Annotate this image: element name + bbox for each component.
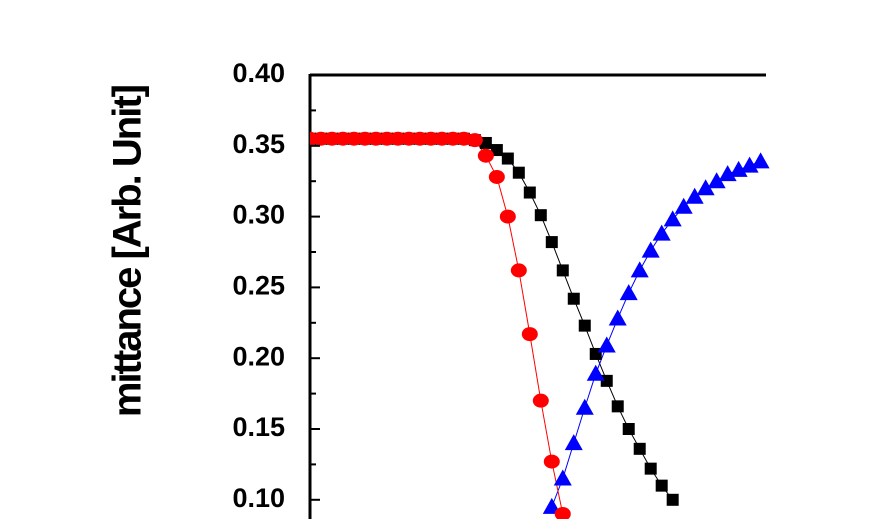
marker — [564, 434, 583, 451]
marker — [740, 156, 759, 173]
marker — [378, 131, 395, 146]
marker — [707, 172, 726, 189]
marker — [400, 131, 417, 146]
marker — [751, 152, 770, 169]
marker — [389, 131, 406, 146]
marker — [575, 398, 594, 415]
marker — [433, 131, 450, 146]
marker — [718, 165, 737, 182]
marker — [600, 374, 613, 387]
marker — [356, 131, 373, 146]
marker — [466, 133, 483, 148]
marker — [523, 186, 536, 199]
marker — [729, 160, 748, 177]
marker — [622, 423, 635, 435]
marker — [608, 309, 627, 326]
series-line — [551, 160, 761, 508]
marker — [655, 479, 668, 492]
marker — [666, 493, 679, 506]
marker — [674, 197, 693, 214]
marker — [652, 224, 671, 241]
marker — [411, 131, 428, 146]
marker — [586, 364, 605, 381]
marker — [499, 209, 516, 224]
marker — [323, 131, 340, 146]
marker — [501, 152, 514, 165]
marker — [490, 144, 503, 157]
marker — [630, 261, 649, 278]
marker — [556, 264, 569, 277]
marker — [644, 462, 657, 475]
marker — [641, 241, 660, 258]
marker — [534, 209, 547, 222]
marker — [422, 131, 439, 146]
marker — [488, 169, 505, 184]
marker — [619, 284, 638, 301]
marker — [685, 187, 704, 204]
marker — [345, 131, 362, 146]
marker — [444, 131, 461, 146]
marker — [553, 469, 572, 486]
marker — [696, 179, 715, 196]
marker — [543, 454, 560, 469]
y-tick-label: 0.35 — [232, 129, 285, 159]
marker — [633, 442, 646, 455]
marker — [663, 210, 682, 227]
marker — [532, 393, 549, 408]
y-axis-label: mittance [Arb. Unit] — [106, 85, 150, 417]
plot-area — [310, 131, 770, 519]
marker — [611, 400, 624, 413]
marker — [477, 148, 494, 163]
y-tick-label: 0.40 — [232, 58, 285, 88]
marker — [312, 131, 329, 146]
y-tick-label: 0.20 — [232, 341, 285, 371]
y-tick-label: 0.10 — [232, 483, 285, 513]
marker — [567, 292, 580, 305]
marker — [510, 263, 527, 278]
marker — [597, 336, 616, 353]
y-tick-label: 0.15 — [232, 412, 285, 442]
marker — [545, 236, 558, 249]
marker — [367, 131, 384, 146]
marker — [578, 319, 591, 332]
marker — [334, 131, 351, 146]
marker — [512, 166, 525, 179]
y-tick-label: 0.25 — [232, 271, 285, 301]
marker — [521, 327, 538, 342]
y-tick-label: 0.30 — [232, 200, 285, 230]
marker — [554, 506, 571, 519]
